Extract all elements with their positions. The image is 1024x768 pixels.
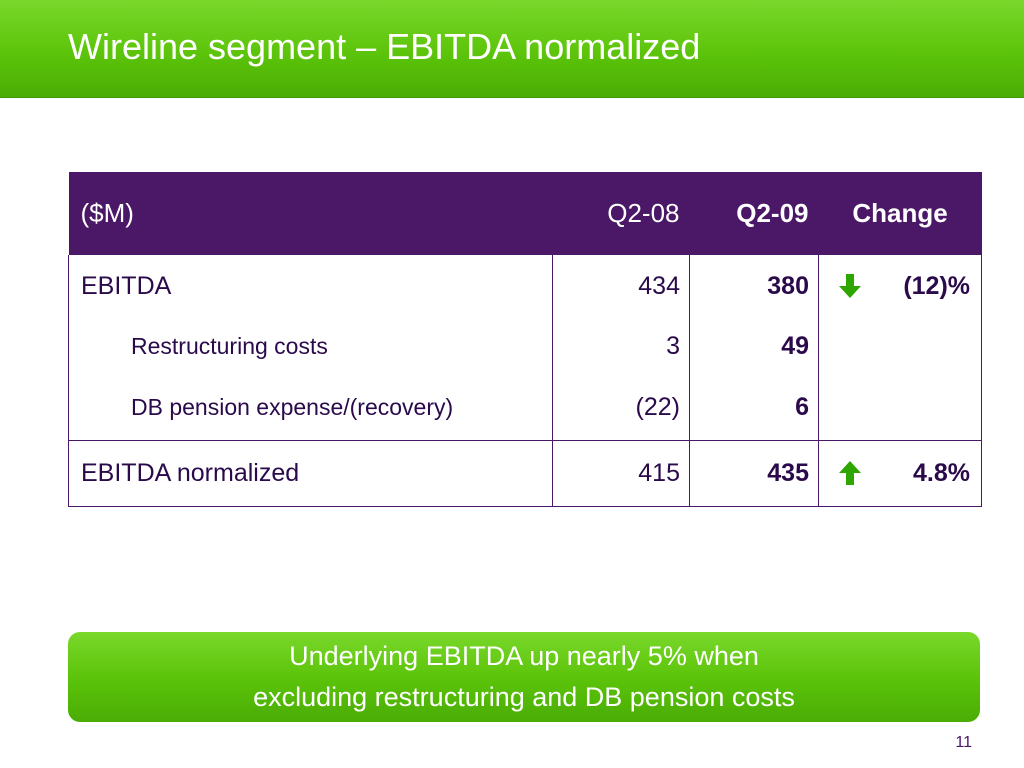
change-cell xyxy=(818,317,982,375)
table-row: DB pension expense/(recovery) (22) 6 xyxy=(68,375,982,440)
table-header-row: ($M) Q2-08 Q2-09 Change xyxy=(68,172,982,255)
change-cell: (12)% xyxy=(818,255,982,317)
up-arrow-icon xyxy=(839,461,861,485)
header-units: ($M) xyxy=(80,198,134,228)
header-q2-09: Q2-09 xyxy=(736,198,809,228)
callout-line-2: excluding restructuring and DB pension c… xyxy=(253,682,795,712)
q2-09-value: 49 xyxy=(689,317,819,375)
q2-09-value: 6 xyxy=(689,375,819,440)
q2-08-value: (22) xyxy=(552,375,690,440)
change-value: (12)% xyxy=(903,271,970,300)
q2-08-value: 415 xyxy=(552,440,690,506)
change-value: 4.8% xyxy=(913,458,970,487)
slide-title: Wireline segment – EBITDA normalized xyxy=(68,26,701,67)
title-bar: Wireline segment – EBITDA normalized xyxy=(0,0,1024,98)
change-cell: 4.8% xyxy=(818,440,982,506)
header-q2-08: Q2-08 xyxy=(607,198,680,228)
row-label: EBITDA normalized xyxy=(68,440,553,506)
header-change: Change xyxy=(852,198,948,228)
q2-08-value: 3 xyxy=(552,317,690,375)
q2-09-value: 380 xyxy=(689,255,819,317)
row-label: Restructuring costs xyxy=(68,317,553,375)
row-label: EBITDA xyxy=(68,255,553,317)
table-row: Restructuring costs 3 49 xyxy=(68,317,982,375)
ebitda-table: ($M) Q2-08 Q2-09 Change EBITDA 434 380 (… xyxy=(68,172,982,507)
table-row: EBITDA normalized 415 435 4.8% xyxy=(68,440,982,506)
change-cell xyxy=(818,375,982,440)
down-arrow-icon xyxy=(839,274,861,298)
row-label: DB pension expense/(recovery) xyxy=(68,375,553,440)
table-row: EBITDA 434 380 (12)% xyxy=(68,255,982,317)
q2-09-value: 435 xyxy=(689,440,819,506)
page-number: 11 xyxy=(955,734,972,751)
callout-box: Underlying EBITDA up nearly 5% when excl… xyxy=(68,632,980,722)
q2-08-value: 434 xyxy=(552,255,690,317)
callout-line-1: Underlying EBITDA up nearly 5% when xyxy=(289,641,759,671)
